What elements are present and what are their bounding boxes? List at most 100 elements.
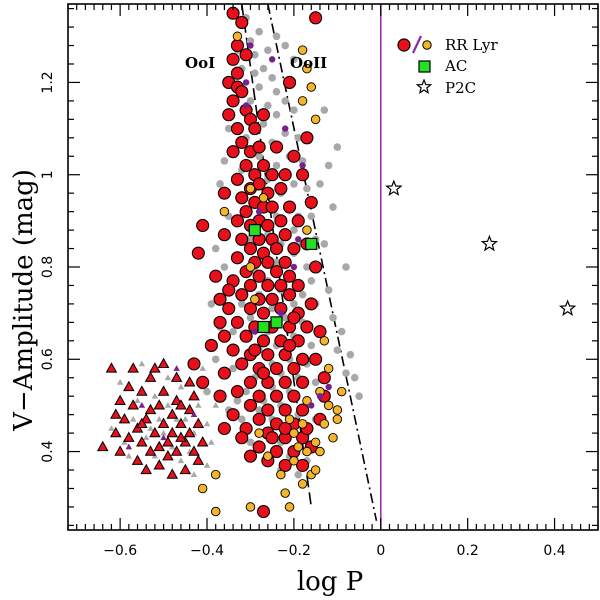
point-short-period-triangles-red-orange-outline-46 [136,417,148,429]
point-field-background-grey-24 [298,157,307,165]
point-short-period-triangles-grey-19 [177,457,185,464]
point-field-background-grey-104 [324,286,333,294]
point-rr-lyr-rrc-orange-21 [293,442,303,452]
point-short-period-triangles-grey-24 [147,425,154,431]
point-rr-lyr-rrab-red-133 [239,48,253,62]
point-rr-lyr-rrd-purple-10 [325,383,332,391]
point-rr-lyr-rrab-red-91 [261,403,275,417]
point-field-background-grey-91 [220,263,229,271]
point-field-background-grey-21 [255,152,263,161]
point-field-background-grey-7 [268,74,276,82]
point-short-period-triangles-red-orange-outline-28 [183,426,196,438]
point-rr-lyr-rrab-red-148 [291,214,305,228]
point-rr-lyr-rrab-red-52 [274,278,288,293]
point-rr-lyr-rrab-red-144 [283,200,297,214]
point-rr-lyr-rrab-red-103 [269,445,284,459]
point-rr-lyr-rrab-red-92 [278,403,292,417]
point-rr-lyr-rrc-orange-8 [302,225,312,235]
point-p2c-1 [480,234,499,252]
point-short-period-triangles-red-orange-outline-9 [136,436,148,447]
point-rr-lyr-rrd-purple-13 [251,328,259,335]
point-rr-lyr-rrc-orange-6 [245,183,256,194]
point-short-period-triangles-red-orange-outline-31 [192,417,205,429]
annotation-ooii: OoII [290,54,327,72]
y-tick-label: 1.2 [40,71,56,93]
point-field-background-grey-86 [224,124,233,133]
point-rr-lyr-rrab-red-50 [243,278,258,293]
point-rr-lyr-rrab-red-110 [191,246,205,260]
point-field-background-grey-33 [307,212,316,221]
point-rr-lyr-rrab-red-135 [217,186,231,200]
point-rr-lyr-rrab-red-68 [239,329,253,343]
point-rr-lyr-rrab-red-81 [217,366,231,380]
point-field-background-grey-85 [294,470,303,479]
point-short-period-triangles-purple-3 [190,411,198,418]
point-rr-lyr-rrab-red-146 [269,140,284,154]
point-rr-lyr-rrab-red-121 [287,149,301,163]
point-rr-lyr-rrab-red-44 [278,255,292,269]
point-rr-lyr-rrab-red-93 [296,403,310,417]
point-rr-lyr-rrab-red-138 [209,269,223,283]
point-field-background-grey-52 [268,304,276,313]
point-rr-lyr-rrab-red-114 [196,375,210,389]
point-rr-lyr-rrab-red-153 [278,421,292,436]
point-short-period-triangles-red-orange-outline-34 [170,371,183,382]
point-short-period-triangles-red-orange-outline-22 [170,394,183,405]
x-tick-label: 0.4 [543,543,565,559]
point-rr-lyr-rrab-red-155 [248,343,262,357]
point-rr-lyr-rrab-red-74 [261,348,275,362]
point-rr-lyr-rrab-red-149 [287,311,301,325]
point-field-background-grey-43 [303,263,311,271]
point-rr-lyr-rrc-orange-26 [297,479,308,489]
point-rr-lyr-rrab-red-111 [213,292,227,306]
point-short-period-triangles-grey-18 [190,471,198,478]
point-field-background-grey-114 [333,143,342,151]
data-points-layer [96,6,577,519]
point-field-background-grey-102 [329,203,337,211]
point-field-background-grey-47 [307,277,316,285]
point-ac-0 [248,223,261,237]
point-rr-lyr-rrab-red-116 [256,504,271,519]
point-rr-lyr-rrab-red-126 [313,325,327,339]
point-rr-lyr-rrd-purple-5 [255,208,263,215]
point-field-background-grey-98 [237,415,246,424]
point-rr-lyr-rrab-red-41 [230,251,244,265]
point-short-period-triangles-grey-17 [203,462,211,468]
point-rr-lyr-rrd-purple-6 [290,263,298,271]
point-short-period-triangles-grey-11 [182,415,189,422]
point-short-period-triangles-red-orange-outline-27 [183,403,196,415]
point-rr-lyr-rrab-red-59 [243,301,258,316]
point-rr-lyr-rrc-orange-2 [302,63,312,74]
legend-rrlyr-red-circle [397,38,411,52]
point-field-background-grey-2 [246,37,255,45]
point-short-period-triangles-purple-4 [125,443,133,450]
point-rr-lyr-rrd-purple-3 [282,125,289,132]
point-short-period-triangles-red-orange-outline-37 [140,463,152,475]
point-rr-lyr-rrab-red-2 [230,38,244,53]
point-rr-lyr-rrc-orange-28 [245,502,256,512]
point-field-background-grey-13 [281,97,290,105]
point-rr-lyr-rrab-red-32 [274,214,288,228]
point-field-background-grey-110 [350,373,359,382]
point-rr-lyr-rrab-red-147 [256,108,271,122]
point-rr-lyr-rrc-orange-5 [310,114,321,125]
point-rr-lyr-rrab-red-120 [296,168,310,182]
point-field-background-grey-112 [342,263,350,271]
point-rr-lyr-rrab-red-31 [261,218,275,233]
point-rr-lyr-rrab-red-128 [317,371,331,385]
point-field-background-grey-111 [355,392,363,400]
point-field-background-grey-96 [203,387,211,396]
point-rr-lyr-rrc-orange-37 [219,206,230,217]
point-short-period-triangles-red-orange-outline-40 [127,362,139,373]
point-short-period-triangles-purple-2 [173,365,180,371]
point-rr-lyr-rrc-orange-24 [289,456,299,466]
point-short-period-triangles-red-orange-outline-41 [157,357,170,369]
point-rr-lyr-rrab-red-118 [283,75,297,89]
point-field-background-grey-116 [272,32,281,41]
point-short-period-triangles-red-orange-outline-15 [153,459,166,470]
point-rr-lyr-rrab-red-37 [243,241,258,256]
point-rr-lyr-rrc-orange-10 [250,294,260,305]
point-rr-lyr-rrab-red-43 [261,255,275,269]
point-short-period-triangles-red-orange-outline-36 [109,408,122,419]
point-rr-lyr-rrab-red-94 [226,408,240,422]
